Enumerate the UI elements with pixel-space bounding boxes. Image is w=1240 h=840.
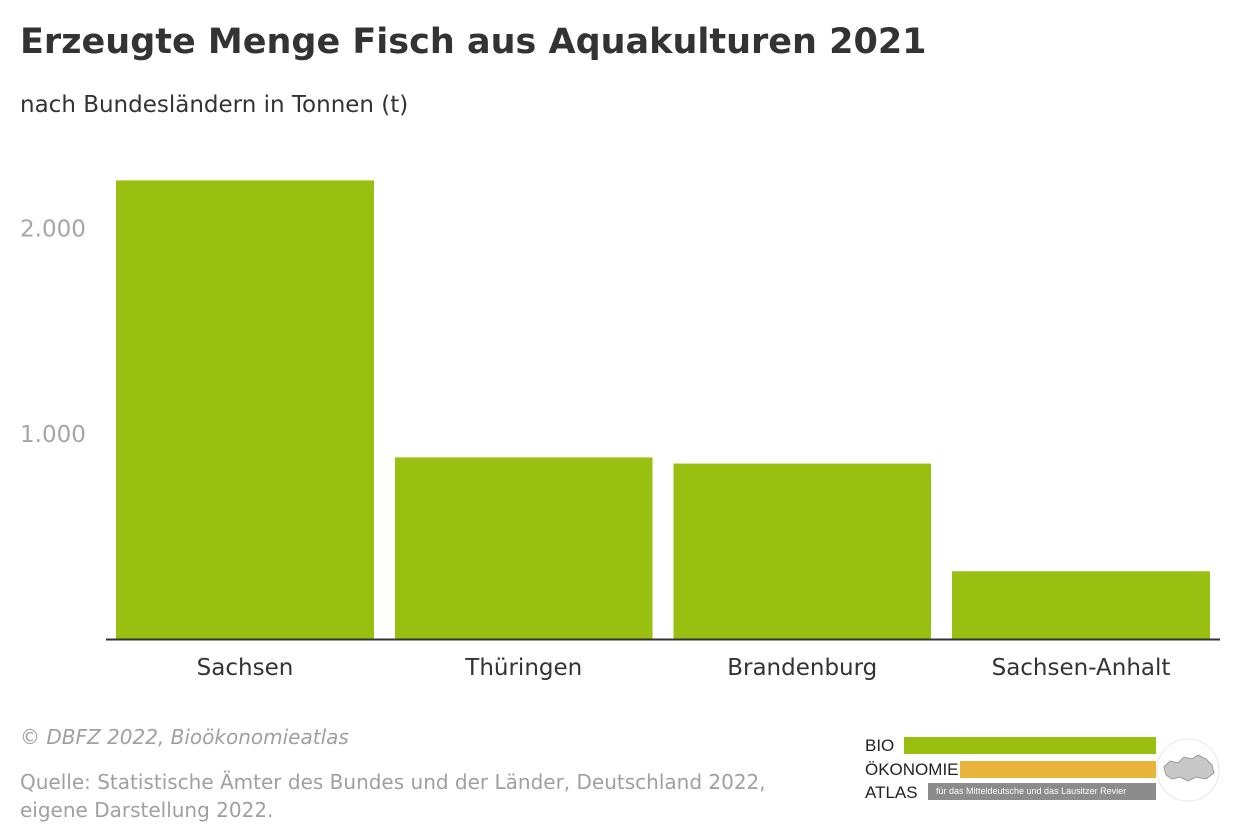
bioeconomy-atlas-logo: BIO ÖKONOMIE ATLAS für das Mitteldeutsch… — [860, 733, 1220, 805]
logo-word-atlas: ATLAS — [865, 783, 918, 802]
logo-green-bar — [904, 737, 1156, 754]
chart-title: Erzeugte Menge Fisch aus Aquakulturen 20… — [20, 22, 927, 62]
x-category-label: Sachsen — [197, 655, 294, 681]
copyright-credit: © DBFZ 2022, Bioökonomieatlas — [20, 725, 349, 749]
x-category-label: Sachsen-Anhalt — [992, 655, 1171, 681]
bar-sachsen-anhalt — [952, 571, 1210, 639]
source-line-1: Quelle: Statistische Ämter des Bundes un… — [20, 770, 766, 794]
chart-subtitle: nach Bundesländern in Tonnen (t) — [20, 92, 409, 118]
bar-chart: 1.000 2.000 Sachsen Thüringen Brandenburg Sac… — [20, 180, 1220, 681]
x-category-label: Brandenburg — [727, 655, 877, 681]
logo-word-oekonomie: ÖKONOMIE — [865, 760, 959, 779]
logo-orange-bar — [960, 761, 1156, 778]
region-map-icon — [1156, 738, 1220, 802]
y-tick-label: 1.000 — [20, 422, 86, 448]
logo-word-bio: BIO — [865, 736, 895, 755]
x-category-label: Thüringen — [464, 655, 582, 681]
y-tick-label: 2.000 — [20, 217, 86, 243]
source-note: Quelle: Statistische Ämter des Bundes un… — [20, 768, 766, 824]
bar-brandenburg — [673, 463, 931, 639]
bar-sachsen — [116, 180, 374, 640]
source-line-2: eigene Darstellung 2022. — [20, 798, 274, 822]
logo-tagline: für das Mitteldeutsche und das Lausitzer… — [928, 783, 1156, 800]
bar-thüringen — [395, 457, 653, 639]
